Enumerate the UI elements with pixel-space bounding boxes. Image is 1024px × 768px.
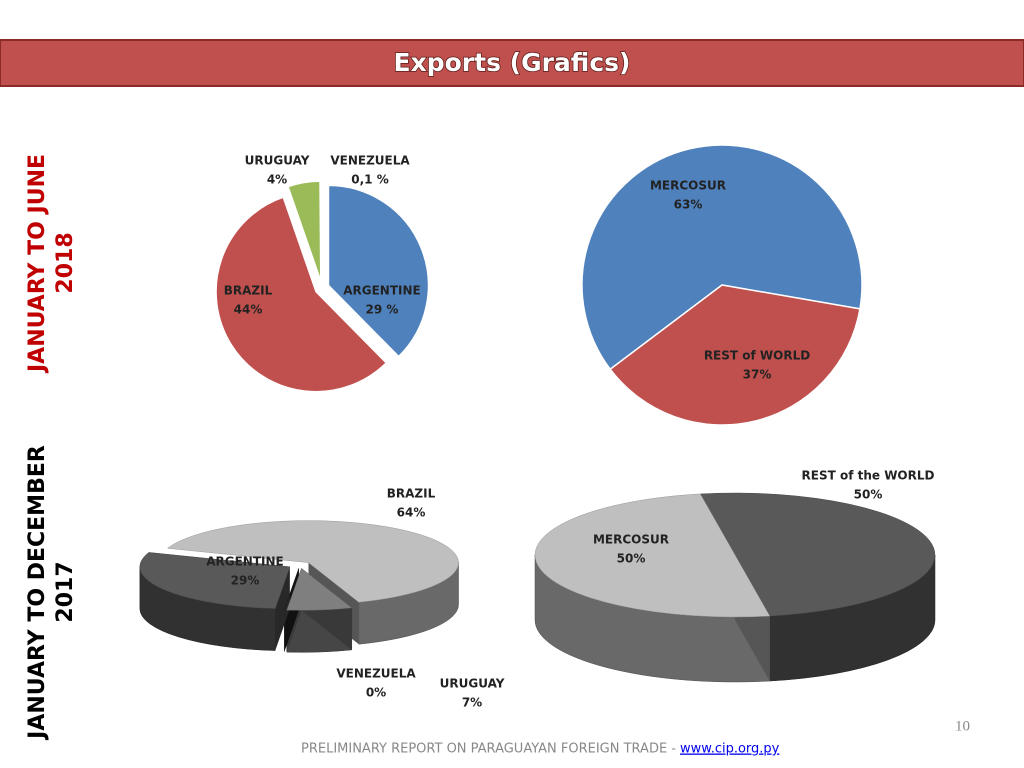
footer-link[interactable]: www.cip.org.py [680,742,780,757]
pie-slice [215,196,388,393]
pie-slice [581,144,863,371]
slice-value-label: 37% [743,368,772,382]
pie-slice [283,568,300,611]
period-line: 2017 [53,561,78,622]
pie-chart: ARGENTINE 29 % BRAZIL 44% URUGUAY 4% VENEZUELA… [215,154,430,393]
slide-title: Exports (Grafics) [394,48,631,77]
pie-slice [535,493,771,618]
slice-value-label: 0% [366,686,386,700]
pie-cut [275,566,290,651]
pie-chart: BRAZIL 64% URUGUAY 7% VENEZUELA 0% ARGENTINE 29… [139,487,505,710]
slice-category: URUGUAY [245,154,310,168]
slice-category: URUGUAY [440,677,505,691]
slice-category: MERCOSUR [650,179,726,193]
slice-value-label: 50% [617,552,646,566]
pie-chart: MERCOSUR 63% REST of WORLD 37% [581,144,863,426]
pie-tops [215,180,430,393]
pie-slice [320,180,323,282]
slice-value-label: 64% [397,506,426,520]
slice-category: ARGENTINE [206,555,284,569]
pie-tops [581,144,863,426]
slice-value-label: 63% [674,198,703,212]
pie-slice [609,284,861,426]
pie-slice [699,492,935,617]
slice-value-label: 50% [854,488,883,502]
period-line: JANUARY TO JUNE [25,154,50,374]
pie-slice [139,552,291,609]
pie-slice [327,184,430,358]
title-bar [0,39,1024,87]
slice-value-label: 0,1 % [351,173,388,187]
period-line: 2018 [53,232,78,293]
slice-category: ARGENTINE [343,284,421,298]
pie-chart: MERCOSUR 50% REST of the WORLD 50% [534,469,936,683]
slice-value-label: 4% [267,173,287,187]
footer-text: PRELIMINARY REPORT ON PARAGUAYAN FOREIGN… [301,742,676,757]
pie-tops [139,520,459,611]
page-number: 10 [955,718,970,734]
pie-tops [535,492,935,618]
slice-category: VENEZUELA [330,154,410,168]
slice-category: REST of the WORLD [802,469,935,483]
period-label: JANUARY TO JUNE 2018 [25,154,78,374]
pie-sides [534,554,936,683]
period-line: JANUARY TO DECEMBER [25,445,50,741]
slice-value-label: 7% [462,696,482,710]
period-label: JANUARY TO DECEMBER 2017 [25,445,78,741]
slice-category: MERCOSUR [593,533,669,547]
slice-value-label: 44% [234,303,263,317]
pie-slice [287,180,322,282]
slice-category: VENEZUELA [336,667,416,681]
slice-category: BRAZIL [224,284,273,298]
slice-category: BRAZIL [387,487,436,501]
slice-value-label: 29% [231,574,260,588]
slice-category: REST of WORLD [704,349,810,363]
pie-slice [286,567,353,611]
pie-slice [166,520,459,603]
slice-value-label: 29 % [366,303,399,317]
